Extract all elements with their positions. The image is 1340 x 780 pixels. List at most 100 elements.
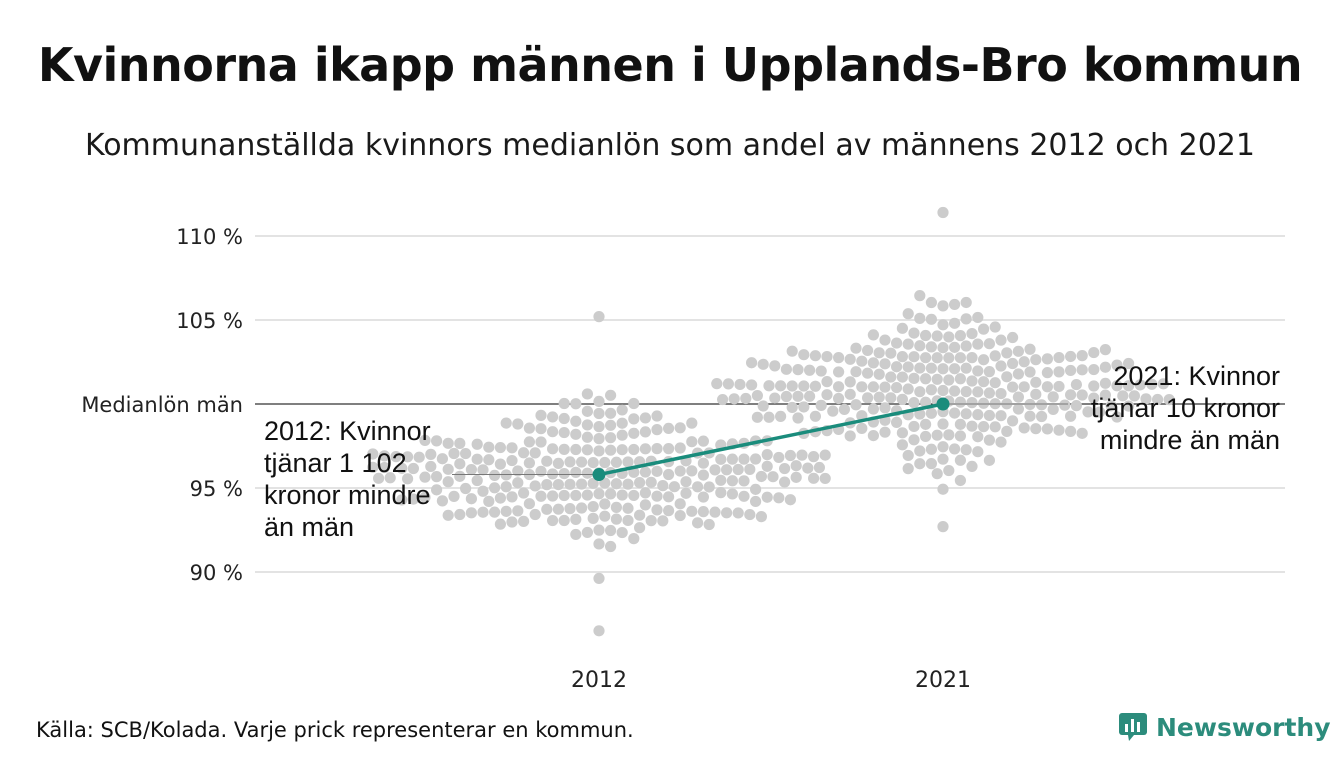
kommun-dot [856,355,868,367]
brand-name: Newsworthy [1156,712,1331,742]
kommun-dot [686,465,698,477]
kommun-dot [483,454,495,466]
kommun-dot [1001,371,1013,383]
kommun-dot [581,444,594,456]
kommun-dot [547,514,559,527]
kommun-dot [931,330,943,342]
kommun-dot [1041,423,1053,435]
kommun-dot [844,430,856,442]
kommun-dot [373,472,385,484]
kommun-dot [738,453,750,465]
kommun-dot [367,448,379,460]
kommun-dot [512,465,524,477]
kommun-dot [769,360,781,372]
annotation-2012: 2012: Kvinnor tjänar 1 102 kronor mindre… [264,416,431,542]
kommun-dot [547,426,559,438]
kommun-dot [722,378,735,390]
kommun-dot [1076,364,1088,376]
kommun-dot [1070,378,1082,391]
kommun-dot [943,374,955,386]
kommun-dot [983,338,996,350]
kommun-dot [773,492,785,504]
kommun-dot [506,454,518,467]
kommun-dot [1157,378,1169,390]
kommun-dot [1018,422,1030,434]
kommun-dot [610,513,623,525]
kommun-dot [954,474,967,487]
kommun-dot [937,300,949,312]
kommun-dot [1076,389,1088,401]
kommun-dot [593,524,605,536]
kommun-dot [697,506,710,518]
kommun-dot [960,408,972,420]
kommun-dot [489,469,501,481]
kommun-dot [506,491,518,503]
kommun-dot [925,407,938,419]
kommun-dot [1007,381,1019,393]
kommun-dot [726,453,739,465]
kommun-dot [1030,376,1042,388]
kommun-dot [850,366,862,378]
kommun-dot [914,312,926,324]
kommun-dot [734,378,746,391]
kommun-dot [396,494,408,506]
kommun-dot [966,328,978,340]
kommun-dot [966,397,978,409]
kommun-dot [431,435,443,447]
kommun-dot [960,386,972,398]
kommun-dot [1105,400,1117,412]
kommun-dot [792,364,804,376]
kommun-dot [885,392,897,404]
kommun-dot [523,436,536,448]
kommun-dot [674,465,686,477]
kommun-dot [431,484,443,496]
kommun-dot [902,383,914,395]
kommun-dot [763,380,775,392]
kommun-dot [1152,393,1164,406]
kommun-dot [703,481,715,493]
kommun-dot [593,311,605,323]
kommun-dot [686,436,698,448]
kommun-dot [697,435,710,447]
kommun-dot [1082,406,1094,418]
kommun-dot [949,298,961,311]
newsworthy-logo-icon [1119,713,1147,741]
kommun-dot [483,441,495,453]
kommun-dot [460,447,472,460]
kommun-dot [867,381,880,393]
kommun-dot [570,443,582,456]
kommun-dot [500,505,512,517]
kommun-dot [728,393,740,405]
kommun-dot [995,436,1007,448]
kommun-dot [552,503,565,515]
kommun-dot [809,350,822,362]
kommun-dot [523,498,536,510]
y-tick-label: 90 % [190,561,243,585]
kommun-dot [844,388,856,400]
x-tick-label: 2021 [915,668,971,693]
kommun-dot [547,411,559,423]
kommun-dot [1024,366,1036,378]
kommun-dot [914,340,926,352]
kommun-dot [1099,361,1111,373]
kommun-dot [512,505,524,517]
kommun-dot [552,478,565,491]
kommun-dot [605,389,617,401]
brand-logo[interactable]: Newsworthy [1118,712,1331,742]
kommun-dot [954,418,967,430]
kommun-dot [989,321,1001,333]
kommun-dot [506,442,518,454]
kommun-dot [628,443,640,456]
kommun-dot [943,331,955,343]
kommun-dot [856,381,868,393]
kommun-dot [966,420,978,432]
kommun-dot [949,443,961,455]
kommun-dot [937,342,949,354]
kommun-dot [570,528,582,541]
kommun-dot [966,352,978,364]
kommun-dot [908,372,920,384]
kommun-dot [790,460,802,472]
kommun-dot [715,453,727,465]
kommun-dot [751,389,764,402]
y-tick-label: 105 % [176,309,243,333]
